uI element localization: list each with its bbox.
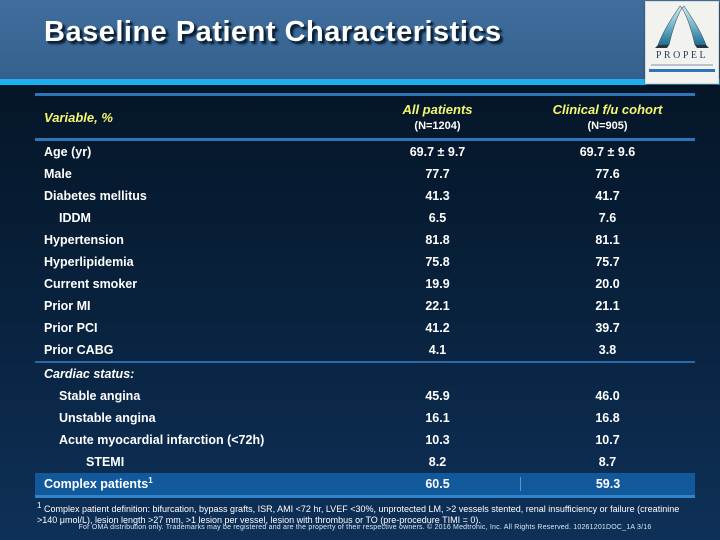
- row-value: 7.6: [598, 211, 617, 225]
- row-label: IDDM: [59, 211, 91, 225]
- table-row: STEMI 8.2 8.7: [35, 451, 695, 473]
- row-label: Prior PCI: [44, 321, 98, 335]
- row-value: 22.1: [425, 299, 450, 313]
- row-value: 59.3: [520, 477, 695, 491]
- row-value: 60.5: [425, 477, 450, 491]
- column-label: All patients: [402, 102, 473, 117]
- column-label: Clinical f/u cohort: [552, 102, 663, 117]
- row-value: 75.8: [425, 255, 450, 269]
- footnote-text: Complex patient definition: bifurcation,…: [37, 504, 680, 525]
- row-label: Male: [44, 167, 72, 181]
- row-value: 41.2: [425, 321, 450, 335]
- row-value: 16.1: [425, 411, 450, 425]
- row-label: Stable angina: [59, 389, 141, 403]
- row-value: 75.7: [595, 255, 620, 269]
- table-row: Hypertension 81.8 81.1: [35, 229, 695, 251]
- row-value: 46.0: [595, 389, 620, 403]
- row-value: 10.3: [425, 433, 450, 447]
- row-label: Hyperlipidemia: [44, 255, 134, 269]
- table-row: IDDM 6.5 7.6: [35, 207, 695, 229]
- table-row: Prior MI 22.1 21.1: [35, 295, 695, 317]
- column-header-clinical-cohort: Clinical f/u cohort (N=905): [520, 102, 695, 132]
- row-label: Complex patients1: [44, 476, 153, 492]
- row-value: 19.9: [425, 277, 450, 291]
- row-label: Prior MI: [44, 299, 91, 313]
- table-row: Prior CABG 4.1 3.8: [35, 339, 695, 361]
- table-row: Hyperlipidemia 75.8 75.7: [35, 251, 695, 273]
- table-bottom-border: [35, 495, 695, 498]
- row-label: Age (yr): [44, 145, 92, 159]
- row-value: 69.7 ± 9.7: [409, 145, 466, 159]
- variable-column-header: Variable, %: [44, 109, 113, 125]
- row-value: 77.7: [425, 167, 450, 181]
- row-label: Unstable angina: [59, 411, 156, 425]
- table-row: Male 77.7 77.6: [35, 163, 695, 185]
- table-row: Current smoker 19.9 20.0: [35, 273, 695, 295]
- column-header-all-patients: All patients (N=1204): [355, 102, 520, 132]
- row-label: STEMI: [86, 455, 125, 469]
- table-top-border: [35, 93, 695, 96]
- row-value: 10.7: [595, 433, 620, 447]
- row-value: 8.7: [598, 455, 617, 469]
- row-value: 77.6: [595, 167, 620, 181]
- row-label: Diabetes mellitus: [44, 189, 147, 203]
- table-row: Acute myocardial infarction (<72h) 10.3 10…: [35, 429, 695, 451]
- row-label: Cardiac status:: [44, 367, 135, 381]
- table-row: Complex patients1 60.5 59.3: [35, 473, 695, 495]
- row-label-superscript: 1: [148, 476, 153, 486]
- column-n: (N=905): [587, 120, 628, 132]
- row-label: Prior CABG: [44, 343, 114, 357]
- propel-logo: PROPEL: [645, 1, 719, 84]
- row-value: 20.0: [595, 277, 620, 291]
- row-value: 41.3: [425, 189, 450, 203]
- row-value: 3.8: [598, 343, 617, 357]
- table-header-border: [35, 138, 695, 141]
- characteristics-table: Variable, % All patients (N=1204) Clinic…: [35, 93, 695, 498]
- row-value: 45.9: [425, 389, 450, 403]
- logo-blue-strip: [649, 69, 715, 72]
- row-value: 6.5: [428, 211, 447, 225]
- table-row: Stable angina 45.9 46.0: [35, 385, 695, 407]
- table-row: Age (yr) 69.7 ± 9.7 69.7 ± 9.6: [35, 141, 695, 163]
- table-body: Age (yr) 69.7 ± 9.7 69.7 ± 9.6 Male 77.7 77.6…: [35, 141, 695, 495]
- header-divider-bar: [0, 79, 720, 85]
- table-header: Variable, % All patients (N=1204) Clinic…: [35, 96, 695, 138]
- propel-wings-icon: [655, 5, 709, 48]
- row-value: 69.7 ± 9.6: [579, 145, 636, 159]
- row-value: 4.1: [428, 343, 447, 357]
- footnote: 1 Complex patient definition: bifurcatio…: [37, 501, 695, 525]
- row-value: 39.7: [595, 321, 620, 335]
- row-value: 8.2: [428, 455, 447, 469]
- table-row: Unstable angina 16.1 16.8: [35, 407, 695, 429]
- row-value: 21.1: [595, 299, 620, 313]
- column-n: (N=1204): [414, 120, 461, 132]
- row-value: 81.1: [595, 233, 620, 247]
- row-value: 16.8: [595, 411, 620, 425]
- table-row: Cardiac status:: [35, 363, 695, 385]
- table-row: Diabetes mellitus 41.3 41.7: [35, 185, 695, 207]
- row-value: 81.8: [425, 233, 450, 247]
- row-label: Acute myocardial infarction (<72h): [59, 433, 265, 447]
- logo-caption-line: [651, 64, 713, 66]
- copyright-fineprint: For OMA distribution only. Trademarks ma…: [78, 524, 652, 531]
- footnote-superscript: 1: [37, 501, 42, 510]
- row-label: Current smoker: [44, 277, 138, 291]
- row-label: Hypertension: [44, 233, 124, 247]
- table-section-separator: [35, 361, 695, 363]
- slide-title: Baseline Patient Characteristics: [44, 16, 502, 48]
- table-row: Prior PCI 41.2 39.7: [35, 317, 695, 339]
- propel-logo-text: PROPEL: [655, 50, 709, 61]
- header-band: [0, 0, 720, 79]
- row-value: 41.7: [595, 189, 620, 203]
